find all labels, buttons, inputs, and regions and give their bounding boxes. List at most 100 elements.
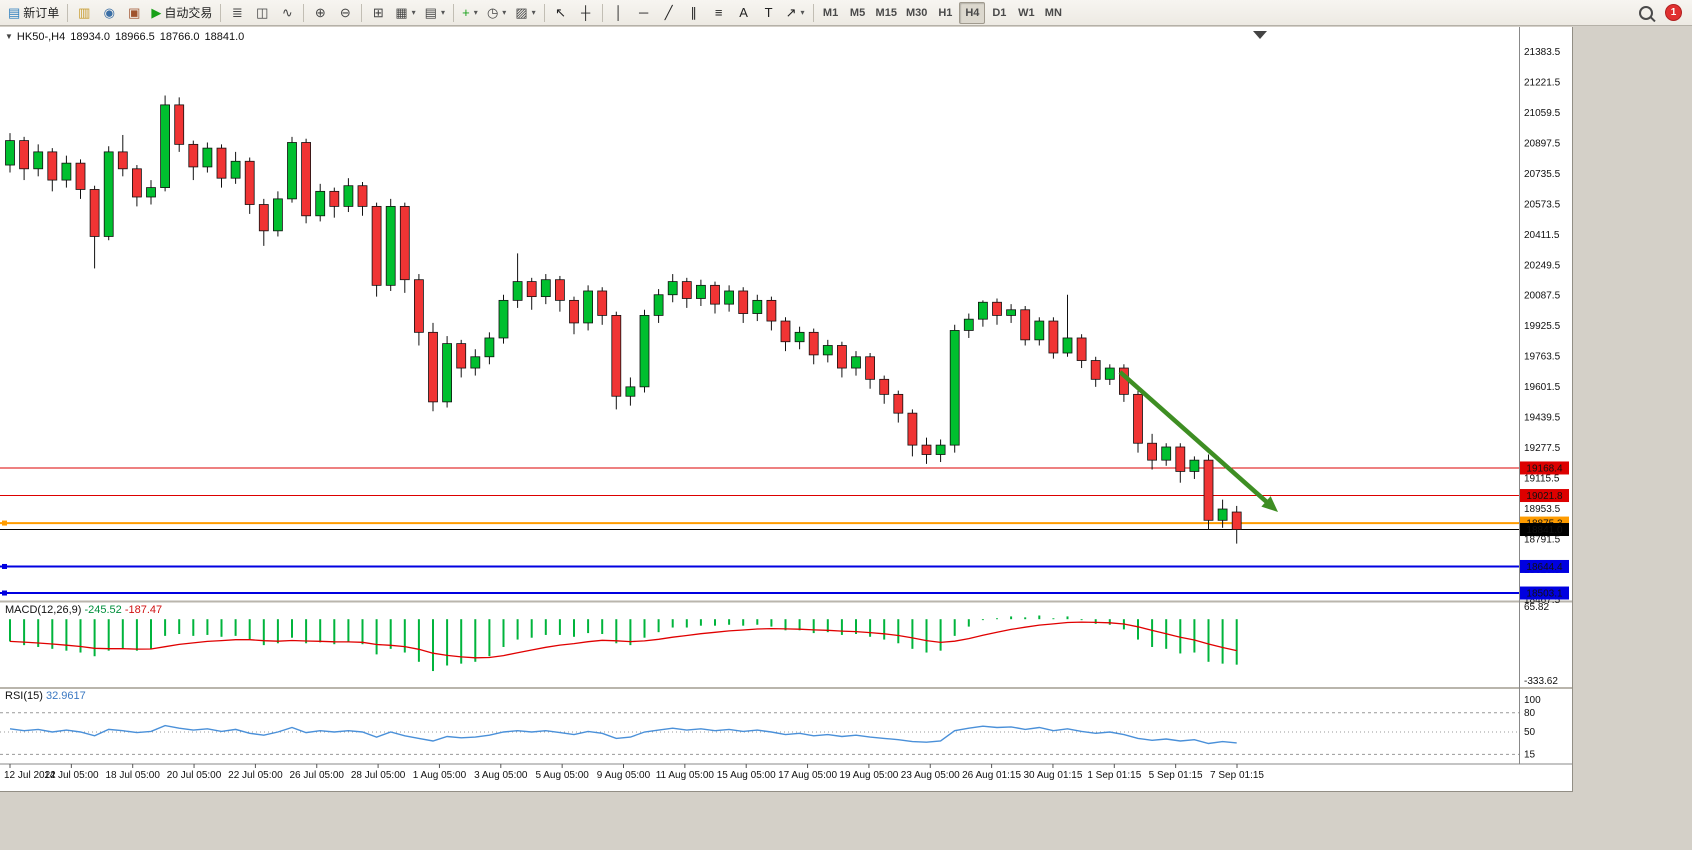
price-box-label: 19021.8 xyxy=(1526,491,1563,502)
autotrading-label: 自动交易 xyxy=(164,6,213,20)
toolbar-separator xyxy=(67,3,69,22)
vertical-line-button[interactable]: │ xyxy=(607,2,631,24)
periods-button[interactable]: ◷ ▾ xyxy=(483,2,510,24)
chart-surface[interactable]: 21383.5 21221.5 21059.5 20897.5 20735.5 20573… xyxy=(0,27,1572,791)
time-axis-label: 28 Jul 05:00 xyxy=(351,770,406,781)
price-box-label: 18503.1 xyxy=(1526,589,1563,600)
new-order-icon: ▤ xyxy=(8,5,21,20)
text-button[interactable]: A xyxy=(732,2,756,24)
timeframe-h4-button[interactable]: H4 xyxy=(959,1,986,24)
templates-button[interactable]: ▨ ▾ xyxy=(511,2,539,24)
chevron-down-icon: ▾ xyxy=(440,8,445,17)
time-axis-label: 14 Jul 05:00 xyxy=(44,770,99,781)
new-chart-button[interactable]: ▦ ▾ xyxy=(391,2,419,24)
price-box xyxy=(1520,461,1569,475)
zoom-out-button[interactable]: ⊖ xyxy=(333,2,357,24)
notification-badge[interactable]: 1 xyxy=(1665,4,1682,21)
price-scale-label: 19277.5 xyxy=(1524,443,1561,454)
tile-windows-button[interactable]: ⊞ xyxy=(366,2,390,24)
timeframe-m5-button[interactable]: M5 xyxy=(849,6,866,19)
chevron-down-icon: ▾ xyxy=(411,8,416,17)
candlestick-chart-button[interactable]: ◫ xyxy=(250,2,274,24)
rsi-separator[interactable] xyxy=(0,687,1572,689)
price-scale-label: 21059.5 xyxy=(1524,108,1561,119)
rsi-scale-label: 80 xyxy=(1524,708,1536,719)
channel-icon: ∥ xyxy=(690,5,697,20)
timeframe-mn-button[interactable]: MN xyxy=(1044,6,1062,19)
timeframe-m1-button[interactable]: M1 xyxy=(822,6,839,19)
time-axis-label: 5 Sep 01:15 xyxy=(1149,770,1203,781)
profiles-icon: ▤ xyxy=(424,5,437,20)
toolbar-separator xyxy=(812,3,814,22)
price-box-label: 19168.4 xyxy=(1526,463,1563,474)
arrowhead-icon xyxy=(1261,496,1278,512)
zoom-out-icon: ⊖ xyxy=(339,5,351,20)
time-axis-label: 26 Jul 05:00 xyxy=(290,770,345,781)
price-box xyxy=(1520,489,1569,503)
autotrading-button[interactable]: ▶ 自动交易 xyxy=(147,2,216,24)
new-order-button[interactable]: ▤ 新订单 xyxy=(4,2,63,24)
price-scale-label: 19115.5 xyxy=(1524,473,1560,484)
text-label-button[interactable]: T xyxy=(757,2,781,24)
text-icon: A xyxy=(739,5,748,20)
channel-button[interactable]: ∥ xyxy=(682,2,706,24)
arrows-button[interactable]: ↗ ▾ xyxy=(782,2,809,24)
indicators-button[interactable]: + ▾ xyxy=(458,2,482,24)
price-scale-label: 21383.5 xyxy=(1524,47,1561,58)
price-scale-label: 20573.5 xyxy=(1524,199,1561,210)
profiles-button[interactable]: ▤ ▾ xyxy=(421,2,449,24)
price-box xyxy=(1520,586,1569,600)
search-button[interactable] xyxy=(1634,2,1658,24)
timeframe-d1-button[interactable]: D1 xyxy=(992,6,1007,19)
vertical-line-icon: │ xyxy=(614,5,623,20)
trendline-button[interactable]: ╱ xyxy=(657,2,681,24)
rsi-panel: 100 80 50 15 xyxy=(0,695,1541,760)
bar-chart-button[interactable]: ≣ xyxy=(225,2,249,24)
line-handle xyxy=(2,563,7,569)
timeframe-h1-button[interactable]: H1 xyxy=(938,6,953,19)
trend-arrow-annotation[interactable] xyxy=(1118,370,1278,512)
line-handle xyxy=(2,590,7,596)
price-scale-label: 19601.5 xyxy=(1524,382,1561,393)
time-axis-label: 19 Aug 05:00 xyxy=(839,770,898,781)
market-watch-icon: ▥ xyxy=(78,5,91,20)
zoom-in-button[interactable]: ⊕ xyxy=(308,2,332,24)
toolbar-separator xyxy=(543,3,545,22)
arrows-icon: ↗ xyxy=(785,5,797,20)
time-axis-label: 7 Sep 01:15 xyxy=(1210,770,1264,781)
cursor-button[interactable]: ↖ xyxy=(549,2,573,24)
templates-icon: ▨ xyxy=(515,5,528,20)
price-box-label: 18841.0 xyxy=(1526,525,1563,536)
line-chart-button[interactable]: ∿ xyxy=(275,2,299,24)
price-scale-label: 18791.5 xyxy=(1524,534,1561,545)
candlesticks xyxy=(5,95,1242,544)
new-chart-icon: ▦ xyxy=(395,5,408,20)
time-axis-label: 15 Aug 05:00 xyxy=(717,770,776,781)
timeframe-w1-button[interactable]: W1 xyxy=(1018,6,1035,19)
time-axis-label: 22 Jul 05:00 xyxy=(228,770,283,781)
toolbar-separator xyxy=(220,3,222,22)
time-axis-label: 30 Aug 01:15 xyxy=(1023,770,1082,781)
navigator-icon: ◉ xyxy=(103,5,115,20)
macd-scale-label: -333.62 xyxy=(1524,676,1558,687)
chevron-down-icon: ▾ xyxy=(800,8,805,17)
timeframe-m30-button[interactable]: M30 xyxy=(905,6,928,19)
macd-signal-line xyxy=(9,621,1237,659)
chart-shift-marker-icon[interactable] xyxy=(1253,31,1267,39)
timeframe-m15-button[interactable]: M15 xyxy=(875,6,897,19)
navigator-button[interactable]: ◉ xyxy=(97,2,121,24)
fibonacci-button[interactable]: ≡ xyxy=(707,2,731,24)
tile-windows-icon: ⊞ xyxy=(372,5,384,20)
horizontal-lines[interactable] xyxy=(0,467,1519,596)
macd-separator[interactable] xyxy=(0,600,1572,603)
market-watch-button[interactable]: ▥ xyxy=(72,2,96,24)
text-label-icon: T xyxy=(764,5,773,20)
crosshair-button[interactable]: ┼ xyxy=(574,2,598,24)
terminal-button[interactable]: ▣ xyxy=(122,2,146,24)
line-handle xyxy=(2,520,7,526)
macd-panel: 65.82 -333.62 xyxy=(9,602,1558,687)
horizontal-line-button[interactable]: ─ xyxy=(632,2,656,24)
price-scale[interactable]: 21383.5 21221.5 21059.5 20897.5 20735.5 20573… xyxy=(1524,47,1561,606)
autotrading-icon: ▶ xyxy=(151,5,162,20)
